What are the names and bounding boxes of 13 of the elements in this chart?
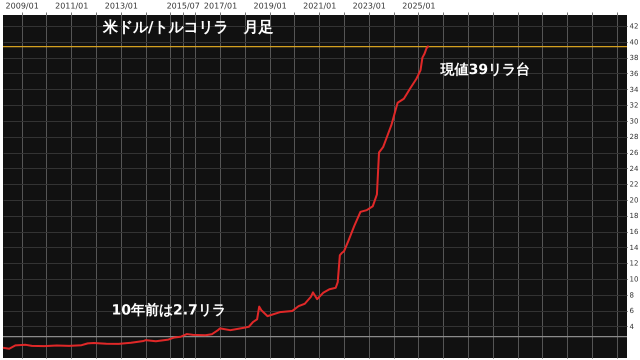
chart-title: 米ドル/トルコリラ 月足 xyxy=(102,18,274,36)
x-tick-label: 2025/01 xyxy=(402,2,436,10)
annotation: 10年前は2.7リラ xyxy=(112,302,226,319)
x-tick-label: 2017/01 xyxy=(204,2,238,10)
x-tick-label: 2023/01 xyxy=(352,2,386,10)
x-tick-label: 2019/01 xyxy=(253,2,287,10)
x-tick-label: 2013/01 xyxy=(104,2,138,10)
line-series xyxy=(2,44,430,350)
annotation: 現値39リラ台 xyxy=(440,62,530,78)
x-tick-label: 2015/07 xyxy=(166,2,200,10)
x-tick-label: 2011/01 xyxy=(55,2,88,10)
x-tick-label: 2009/01 xyxy=(6,2,39,10)
x-tick-label: 2021/01 xyxy=(303,2,336,10)
